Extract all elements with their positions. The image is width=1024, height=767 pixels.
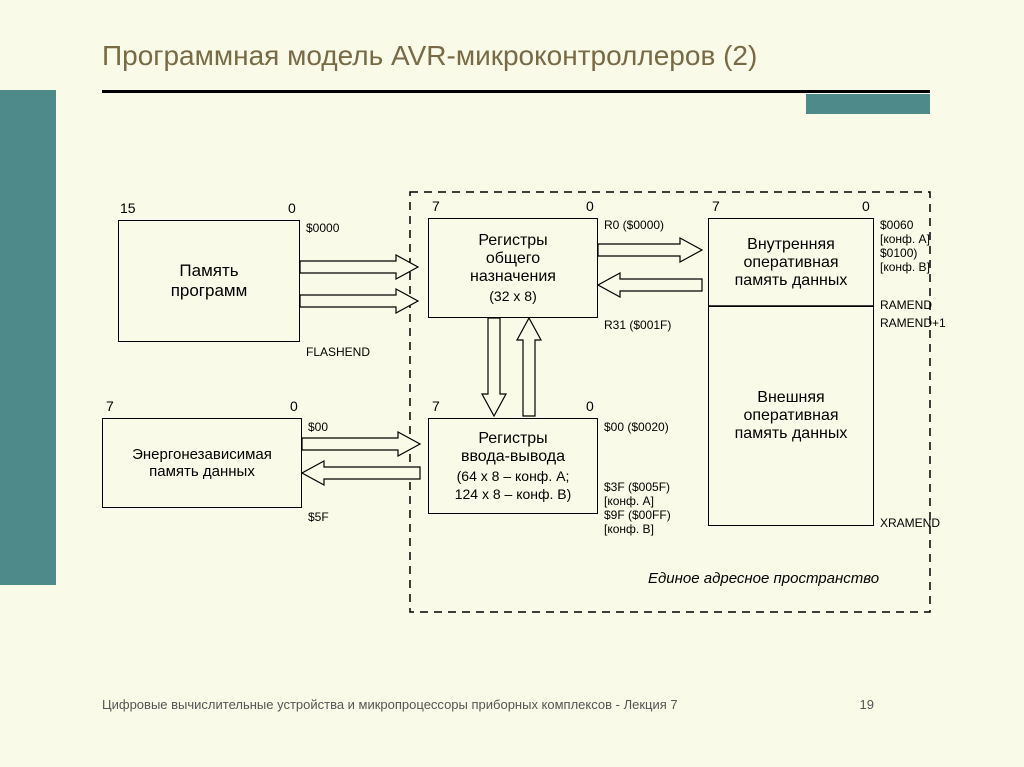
box-sub: (64 x 8 – конф. A; — [457, 468, 570, 484]
addr-label: R31 ($001F) — [604, 318, 671, 332]
bit-label: 0 — [586, 198, 594, 214]
diagram-caption: Единое адресное пространство — [648, 570, 879, 587]
box-external-ram: Внешняя оперативная память данных — [708, 306, 874, 526]
box-nonvolatile-memory: Энергонезависимая память данных — [102, 418, 302, 508]
box-label: назначения — [470, 268, 556, 286]
box-label: Внешняя — [757, 389, 824, 407]
box-label: память данных — [735, 272, 848, 290]
addr-label: $0100) — [880, 246, 917, 260]
box-label: память данных — [149, 463, 255, 480]
addr-label: $00 ($0020) — [604, 420, 669, 434]
bit-label: 7 — [432, 198, 440, 214]
bit-label: 0 — [288, 200, 296, 216]
bit-label: 0 — [586, 398, 594, 414]
box-label: Энергонезависимая — [132, 446, 272, 463]
bit-label: 0 — [862, 198, 870, 214]
box-label: Внутренняя — [747, 236, 835, 254]
addr-label: [конф. B] — [880, 260, 930, 274]
addr-label: $5F — [308, 510, 329, 524]
box-label: программ — [171, 281, 248, 301]
addr-label: FLASHEND — [306, 345, 370, 359]
addr-label: [конф. A] — [604, 494, 654, 508]
addr-label: XRAMEND — [880, 516, 940, 530]
addr-label: RAMEND+1 — [880, 316, 946, 330]
addr-label: [конф. B] — [604, 522, 654, 536]
box-program-memory: Память программ — [118, 220, 300, 342]
diagram-canvas: Память программ Энергонезависимая память… — [0, 0, 1024, 767]
box-sub: (32 x 8) — [489, 288, 536, 304]
box-label: Память — [179, 261, 238, 281]
box-label: оперативная — [743, 254, 838, 272]
addr-label: $3F ($005F) — [604, 480, 670, 494]
box-label: оперативная — [743, 407, 838, 425]
addr-label: $9F ($00FF) — [604, 508, 671, 522]
addr-label: $00 — [308, 420, 328, 434]
addr-label: RAMEND — [880, 298, 932, 312]
bit-label: 7 — [432, 398, 440, 414]
box-label: ввода-вывода — [461, 448, 565, 466]
bit-label: 7 — [106, 398, 114, 414]
bit-label: 0 — [290, 398, 298, 414]
footer-text: Цифровые вычислительные устройства и мик… — [102, 697, 678, 712]
bit-label: 7 — [712, 198, 720, 214]
addr-label: R0 ($0000) — [604, 218, 664, 232]
bit-label: 15 — [120, 200, 136, 216]
addr-label: $0060 — [880, 218, 913, 232]
box-label: общего — [486, 250, 540, 268]
box-io-registers: Регистры ввода-вывода (64 x 8 – конф. A;… — [428, 418, 598, 514]
box-label: Регистры — [478, 430, 547, 448]
addr-label: [конф. A] — [880, 232, 930, 246]
box-label: Регистры — [478, 232, 547, 250]
box-sub: 124 x 8 – конф. B) — [455, 486, 572, 502]
page-number: 19 — [860, 697, 874, 712]
box-label: память данных — [735, 425, 848, 443]
box-internal-ram: Внутренняя оперативная память данных — [708, 218, 874, 306]
addr-label: $0000 — [306, 221, 339, 235]
box-general-registers: Регистры общего назначения (32 x 8) — [428, 218, 598, 318]
